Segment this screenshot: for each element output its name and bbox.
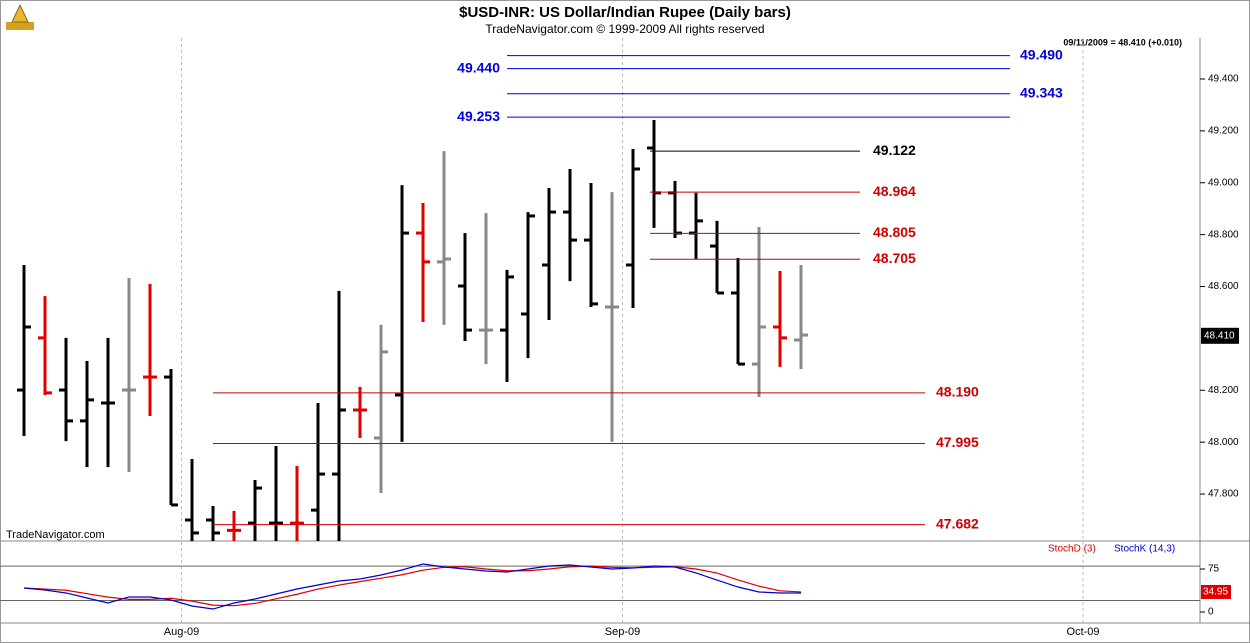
level-label: 48.964 bbox=[873, 183, 916, 199]
value-tag-box bbox=[1201, 584, 1231, 599]
level-label: 49.343 bbox=[1020, 84, 1063, 100]
watermark: TradeNavigator.com bbox=[6, 529, 105, 541]
y-tick-label: 49.000 bbox=[1208, 177, 1239, 188]
level-label: 48.705 bbox=[873, 250, 916, 266]
chart-title: $USD-INR: US Dollar/Indian Rupee (Daily … bbox=[459, 4, 791, 21]
x-tick-label: Sep-09 bbox=[605, 626, 640, 638]
value-tag: 34.95 bbox=[1203, 587, 1228, 598]
chart-subtitle: TradeNavigator.com © 1999-2009 All right… bbox=[485, 22, 764, 36]
y-tick-label: 48.200 bbox=[1208, 385, 1239, 396]
y-tick-label: 48.800 bbox=[1208, 229, 1239, 240]
y-tick-label: 47.800 bbox=[1208, 489, 1239, 500]
level-label: 49.490 bbox=[1020, 46, 1063, 62]
level-label: 48.190 bbox=[936, 384, 979, 400]
price-tag: 48.410 bbox=[1204, 330, 1235, 341]
y-tick-label: 49.200 bbox=[1208, 126, 1239, 137]
legend-label: StochK (14,3) bbox=[1114, 544, 1175, 555]
y-tick-label: 0 bbox=[1208, 607, 1214, 618]
header-info: 09/11/2009 = 48.410 (+0.010) bbox=[1063, 37, 1182, 47]
y-tick-label: 75 bbox=[1208, 564, 1220, 575]
level-label: 48.805 bbox=[873, 224, 916, 240]
logo bbox=[6, 3, 34, 30]
price-plot bbox=[17, 119, 809, 541]
price-tag-box bbox=[1201, 327, 1239, 344]
y-tick-label: 48.000 bbox=[1208, 437, 1239, 448]
x-tick-label: Aug-09 bbox=[164, 626, 199, 638]
y-tick-label: 48.600 bbox=[1208, 281, 1239, 292]
level-label: 49.440 bbox=[457, 59, 500, 75]
stoch-line bbox=[23, 563, 802, 610]
y-tick-label: 49.400 bbox=[1208, 74, 1239, 85]
level-label: 49.122 bbox=[873, 142, 916, 158]
level-label: 49.253 bbox=[457, 108, 500, 124]
level-label: 47.995 bbox=[936, 434, 979, 450]
x-tick-label: Oct-09 bbox=[1067, 626, 1100, 638]
level-label: 47.682 bbox=[936, 515, 979, 531]
legend-label: StochD (3) bbox=[1048, 544, 1096, 555]
